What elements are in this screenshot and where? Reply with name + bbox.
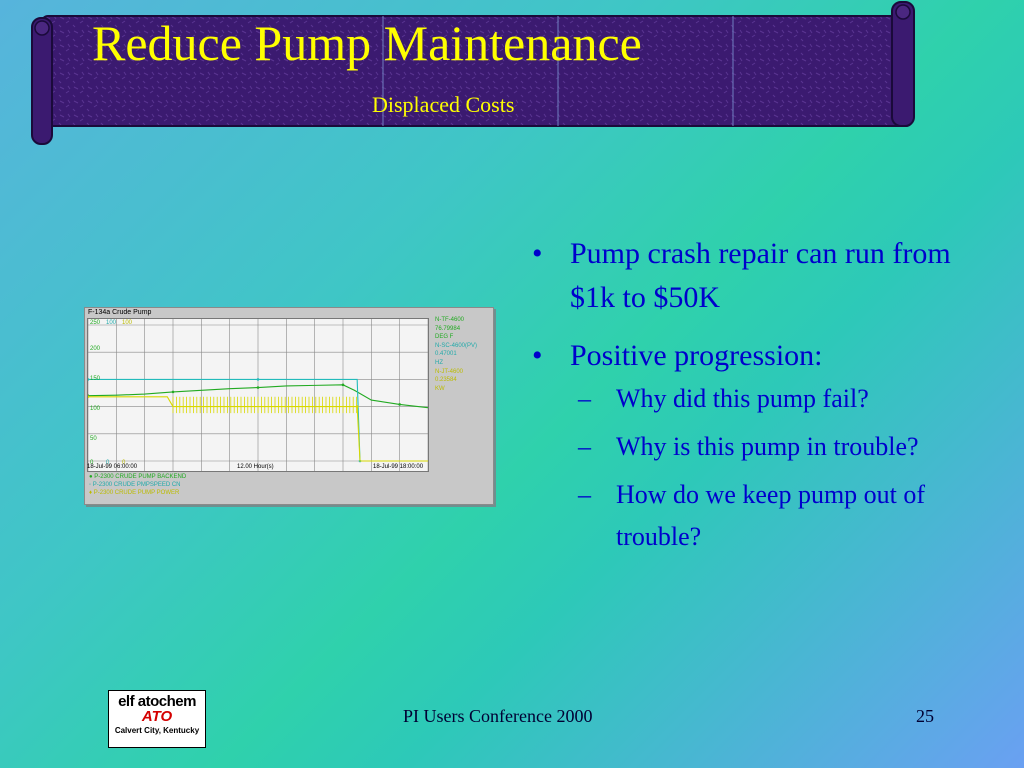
value-tag: N-JT-4600 — [435, 368, 464, 375]
value-reading: 0.23584 — [435, 377, 457, 384]
value-tag: N-SC-4600(PV) — [435, 342, 478, 349]
current-values-panel: N-TF-4600 76.79984 DEG F N-SC-4600(PV) 0… — [435, 316, 477, 393]
series-point — [398, 403, 401, 406]
chart-plot-area: 250 100 100 200 150 100 50 0 0 0 — [86, 318, 429, 472]
value-unit: HZ — [435, 359, 443, 366]
zero-label: 0 — [122, 460, 126, 466]
logo-line: elf atochem — [118, 693, 196, 710]
value-reading: 76.79984 — [435, 325, 461, 332]
logo-line: ATO — [141, 708, 173, 725]
series-line — [88, 396, 428, 462]
bullet-item: • Pump crash repair can run from $1k to $… — [532, 237, 951, 314]
footer-text: PI Users Conference 2000 — [403, 706, 593, 726]
zero-label: 0 — [106, 460, 110, 466]
y-scale-label: 100 — [122, 320, 133, 326]
sub-bullet-item: – How do we keep pump out of trouble? — [578, 480, 926, 551]
zero-label: 0 — [90, 460, 94, 466]
sub-bullet-item: – Why is this pump in trouble? — [578, 432, 919, 461]
slide-subtitle: Displaced Costs — [372, 92, 515, 117]
slide-title: Reduce Pump Maintenance — [92, 15, 642, 71]
value-unit: DEG F — [435, 334, 454, 341]
legend-entry: ♦ P-2300 CRUDE PUMP POWER — [89, 490, 180, 496]
x-start-label: 18-Jul-99 06:00:00 — [87, 464, 138, 470]
trend-chart: F-134a Crude Pump 250 100 100 200 150 10… — [84, 307, 494, 505]
y-scale-label: 250 — [90, 320, 101, 326]
sub-bullet-item: – Why did this pump fail? — [578, 384, 869, 413]
series-point — [256, 386, 260, 389]
legend-entry: ● P-2300 CRUDE PUMP BACKEND — [89, 474, 187, 480]
y-tick-label: 50 — [90, 436, 97, 442]
y-tick-label: 150 — [90, 376, 101, 382]
y-tick-label: 100 — [90, 406, 101, 412]
series-point — [256, 378, 260, 381]
legend-entry: ◦ P-2300 CRUDE PMPSPEED CN — [89, 482, 181, 488]
chart-svg — [86, 319, 429, 471]
x-end-label: 18-Jul-99 18:00:00 — [373, 464, 424, 470]
chart-title: F-134a Crude Pump — [88, 309, 152, 316]
value-reading: 0.47001 — [435, 351, 457, 358]
bullet-item: • Positive progression: — [532, 339, 823, 372]
value-unit: KW — [435, 385, 445, 392]
series-point — [86, 378, 90, 381]
logo-line: Calvert City, Kentucky — [114, 726, 200, 735]
y-tick-label: 200 — [90, 346, 101, 352]
series-point — [355, 405, 359, 408]
value-tag: N-TF-4600 — [435, 317, 465, 323]
title-banner — [30, 0, 918, 148]
x-span-label: 12.00 Hour(s) — [237, 464, 274, 470]
series-point — [171, 390, 175, 394]
page-number: 25 — [916, 706, 934, 726]
series-point — [341, 383, 345, 387]
bullet-list: • Pump crash repair can run from $1k to $… — [532, 232, 952, 558]
series-point — [86, 395, 90, 399]
y-scale-label: 100 — [106, 320, 117, 326]
power-noise-band — [172, 396, 358, 414]
series-line — [87, 384, 429, 409]
company-logo: elf atochem ATO Calvert City, Kentucky — [108, 690, 206, 748]
